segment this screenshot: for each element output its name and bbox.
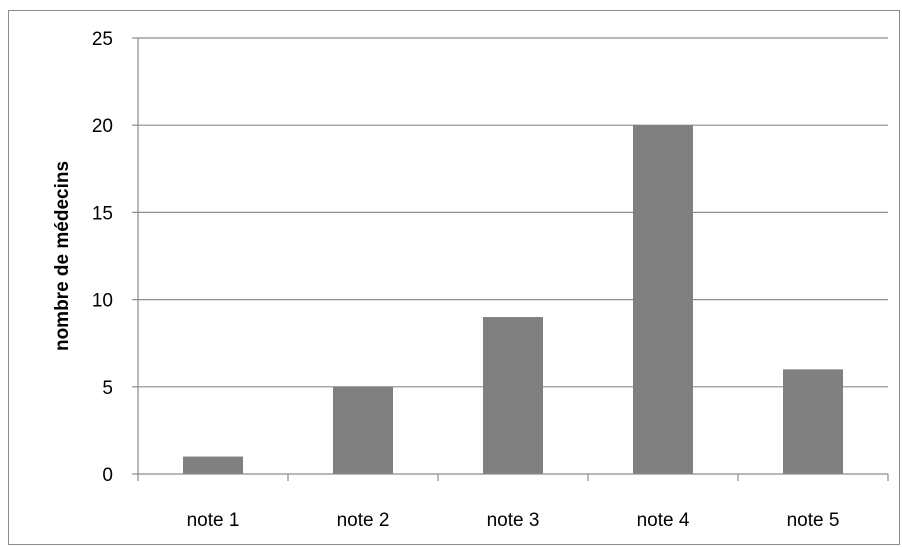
y-tick-label: 0: [102, 465, 113, 486]
axes: [132, 37, 889, 481]
bar-note-3: [483, 317, 543, 474]
x-tick-label: note 2: [337, 510, 390, 531]
y-tick-label: 10: [92, 291, 113, 312]
gridlines: [138, 37, 888, 388]
chart-frame: [8, 10, 900, 545]
tick-labels: 0 5 10 15 20 25 note 1 note 2 note 3 note 4 note 5: [92, 29, 840, 531]
x-tick-label: note 4: [637, 510, 690, 531]
bar-note-2: [333, 386, 393, 474]
y-tick-label: 15: [92, 203, 113, 224]
y-tick-label: 25: [92, 29, 113, 50]
bars: [183, 125, 843, 474]
y-tick-label: 5: [102, 378, 113, 399]
bar-note-5: [783, 369, 843, 474]
x-tick-label: note 5: [787, 510, 840, 531]
x-tick-label: note 1: [187, 510, 240, 531]
bar-note-4: [633, 125, 693, 474]
bar-note-1: [183, 456, 243, 474]
y-axis-title: nombre de médecins: [52, 161, 73, 351]
y-tick-label: 20: [92, 116, 113, 137]
x-tick-label: note 3: [487, 510, 540, 531]
